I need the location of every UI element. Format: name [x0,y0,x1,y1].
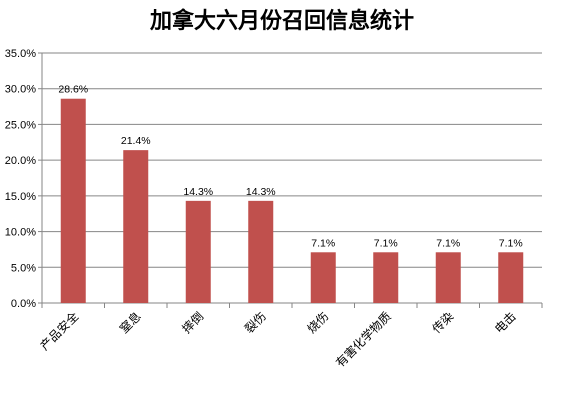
bar [435,252,461,303]
y-tick-label: 0.0% [11,298,36,310]
data-label: 28.6% [58,84,88,96]
data-labels: 28.6% 21.4% 14.3% 14.3% 7.1% 7.1% 7.1% 7.1% [58,84,522,250]
x-tick-label: 产品安全 [37,309,82,354]
bar [498,252,524,303]
x-tick-label: 电击 [492,309,519,336]
y-tick-label: 5.0% [11,262,36,274]
data-label: 7.1% [374,237,398,249]
x-tick-label: 有害化学物质 [332,309,394,371]
x-tick-label: 传染 [429,309,457,337]
data-label: 7.1% [436,237,460,249]
data-label: 14.3% [183,186,213,198]
y-tick-label: 30.0% [5,84,36,96]
x-tick-label: 摔倒 [179,309,206,336]
bar [185,200,211,303]
bar [310,252,336,303]
data-label: 7.1% [499,237,523,249]
x-tick-label: 窒息 [116,309,144,337]
y-tick-label: 35.0% [5,48,36,60]
y-tick-label: 15.0% [5,191,36,203]
y-tick-label: 20.0% [5,155,36,167]
bars [60,98,524,303]
data-label: 21.4% [121,135,151,147]
y-tick-label: 10.0% [5,227,36,239]
data-label: 7.1% [311,237,335,249]
x-tick-label: 裂伤 [242,309,269,336]
y-tick-label: 25.0% [5,119,36,131]
chart-title: 加拿大六月份召回信息统计 [149,8,414,34]
bar [60,98,86,303]
axes [38,52,543,308]
y-axis-ticks: 0.0% 5.0% 10.0% 15.0% 20.0% 25.0% 30.0% 35.0% [5,48,36,310]
x-tick-label: 烧伤 [304,309,331,336]
bar [248,200,274,303]
x-axis-ticks: 产品安全 窒息 摔倒 裂伤 烧伤 有害化学物质 传染 电击 [37,309,519,371]
gridlines [42,52,542,268]
bar [123,150,149,303]
bar [373,252,399,303]
data-label: 14.3% [246,186,276,198]
